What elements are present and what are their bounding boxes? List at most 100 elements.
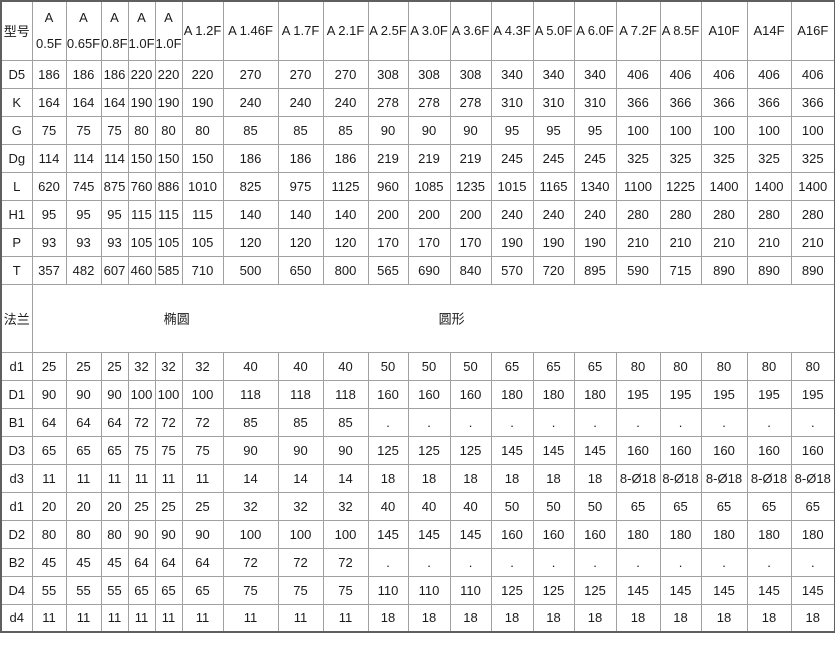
table-cell: 150	[127, 143, 156, 173]
table-cell: 114	[65, 143, 102, 173]
table-cell: 145	[790, 575, 835, 605]
table-cell: 715	[659, 255, 702, 285]
table-cell: 85	[222, 115, 279, 145]
table-cell: 565	[367, 255, 409, 285]
table-cell: 278	[367, 87, 409, 117]
table-cell: 85	[322, 407, 369, 437]
table-cell: 195	[659, 379, 702, 409]
table-cell: 180	[573, 379, 617, 409]
table-cell: 325	[746, 143, 792, 173]
table-cell: 80	[31, 519, 67, 549]
table-cell: 65	[490, 351, 534, 381]
table-cell: 140	[277, 199, 324, 229]
table-cell: .	[700, 407, 748, 437]
table-cell: 1015	[490, 171, 534, 201]
table-cell: 75	[100, 115, 129, 145]
table-cell: 65	[127, 575, 156, 605]
table-cell: 65	[154, 575, 183, 605]
table-row: L 620 745 875 760 886 1010 825 975 1125 960 1085 123…	[0, 171, 835, 201]
table-cell: 18	[532, 463, 575, 493]
table-cell: 210	[746, 227, 792, 257]
table-cell: 95	[31, 199, 67, 229]
table-cell: 170	[449, 227, 492, 257]
table-cell: 32	[222, 491, 279, 521]
table-cell: 890	[790, 255, 835, 285]
table-cell: 100	[154, 379, 183, 409]
table-cell: 960	[367, 171, 409, 201]
table-cell: 80	[700, 351, 748, 381]
table-row: B1 64 64 64 72 72 72 85 85 85...........	[0, 407, 835, 437]
table-cell: 75	[127, 435, 156, 465]
table-row: d1 25 25 25 32 32 32 40 40 40 50 50 50 65 65 65 80 80 80 80…	[0, 351, 835, 381]
table-cell: 310	[490, 87, 534, 117]
table-cell: 93	[100, 227, 129, 257]
table-cell: 80	[65, 519, 102, 549]
row-label: B1	[0, 407, 33, 437]
table-cell: 120	[222, 227, 279, 257]
column-header: A 7.2F	[615, 0, 661, 61]
flange-row: 法兰 椭圆 圆形	[0, 283, 835, 353]
table-cell: 180	[490, 379, 534, 409]
table-cell: 280	[615, 199, 661, 229]
table-cell: 114	[100, 143, 129, 173]
table-cell: 18	[573, 603, 617, 633]
table-cell: 18	[367, 463, 409, 493]
row-label: D4	[0, 575, 33, 605]
table-cell: 18	[490, 603, 534, 633]
corner-header: 型号	[0, 0, 33, 61]
table-cell: 145	[659, 575, 702, 605]
table-cell: 280	[790, 199, 835, 229]
table-row: K 164 164 164 190 190 190 240 240 240 278 278 278 310…	[0, 87, 835, 117]
table-cell: 80	[746, 351, 792, 381]
table-cell: 120	[277, 227, 324, 257]
table-cell: 180	[746, 519, 792, 549]
table-cell: 105	[154, 227, 183, 257]
table-cell: .	[407, 407, 451, 437]
table-cell: 32	[154, 351, 183, 381]
table-cell: 280	[659, 199, 702, 229]
table-cell: 1340	[573, 171, 617, 201]
table-cell: 219	[449, 143, 492, 173]
table-cell: 50	[490, 491, 534, 521]
table-cell: 406	[615, 59, 661, 89]
table-cell: 100	[181, 379, 224, 409]
table-cell: 93	[65, 227, 102, 257]
table-cell: 25	[127, 491, 156, 521]
table-cell: 180	[532, 379, 575, 409]
table-cell: .	[746, 407, 792, 437]
table-cell: 40	[407, 491, 451, 521]
table-cell: 620	[31, 171, 67, 201]
table-cell: 90	[100, 379, 129, 409]
table-cell: 40	[277, 351, 324, 381]
table-cell: 65	[700, 491, 748, 521]
table-cell: 825	[222, 171, 279, 201]
table-cell: 1400	[700, 171, 748, 201]
row-label: D2	[0, 519, 33, 549]
table-row: d3 11 11 11 11 11 11 14 14 14 18 18 18 18 18 18 8-Ø18 8-Ø…	[0, 463, 835, 493]
table-cell: 220	[127, 59, 156, 89]
column-header: A 3.6F	[449, 0, 492, 61]
table-cell: 75	[65, 115, 102, 145]
table-cell: 240	[532, 199, 575, 229]
table-cell: 140	[222, 199, 279, 229]
table-cell: 890	[700, 255, 748, 285]
row-label: d3	[0, 463, 33, 493]
table-cell: 170	[367, 227, 409, 257]
table-cell: 150	[181, 143, 224, 173]
table-cell: 366	[700, 87, 748, 117]
table-cell: 65	[659, 491, 702, 521]
table-row: P 93 93 93 105 105 105 120 120 120 170 170 170 190 190…	[0, 227, 835, 257]
row-label: D5	[0, 59, 33, 89]
table-cell: 115	[127, 199, 156, 229]
table-cell: 570	[490, 255, 534, 285]
table-cell: 32	[322, 491, 369, 521]
table-row: D3 65 65 65 75 75 75 90 90 90 125 125 125 145 145 145 16…	[0, 435, 835, 465]
table-row: T 357 482 607 460 585 710 500 650 800 565 690 840 570…	[0, 255, 835, 285]
table-cell: 190	[127, 87, 156, 117]
table-cell: 1165	[532, 171, 575, 201]
table-cell: 110	[449, 575, 492, 605]
table-cell: 14	[222, 463, 279, 493]
table-cell: 1225	[659, 171, 702, 201]
table-cell: 50	[367, 351, 409, 381]
table-cell: 240	[490, 199, 534, 229]
